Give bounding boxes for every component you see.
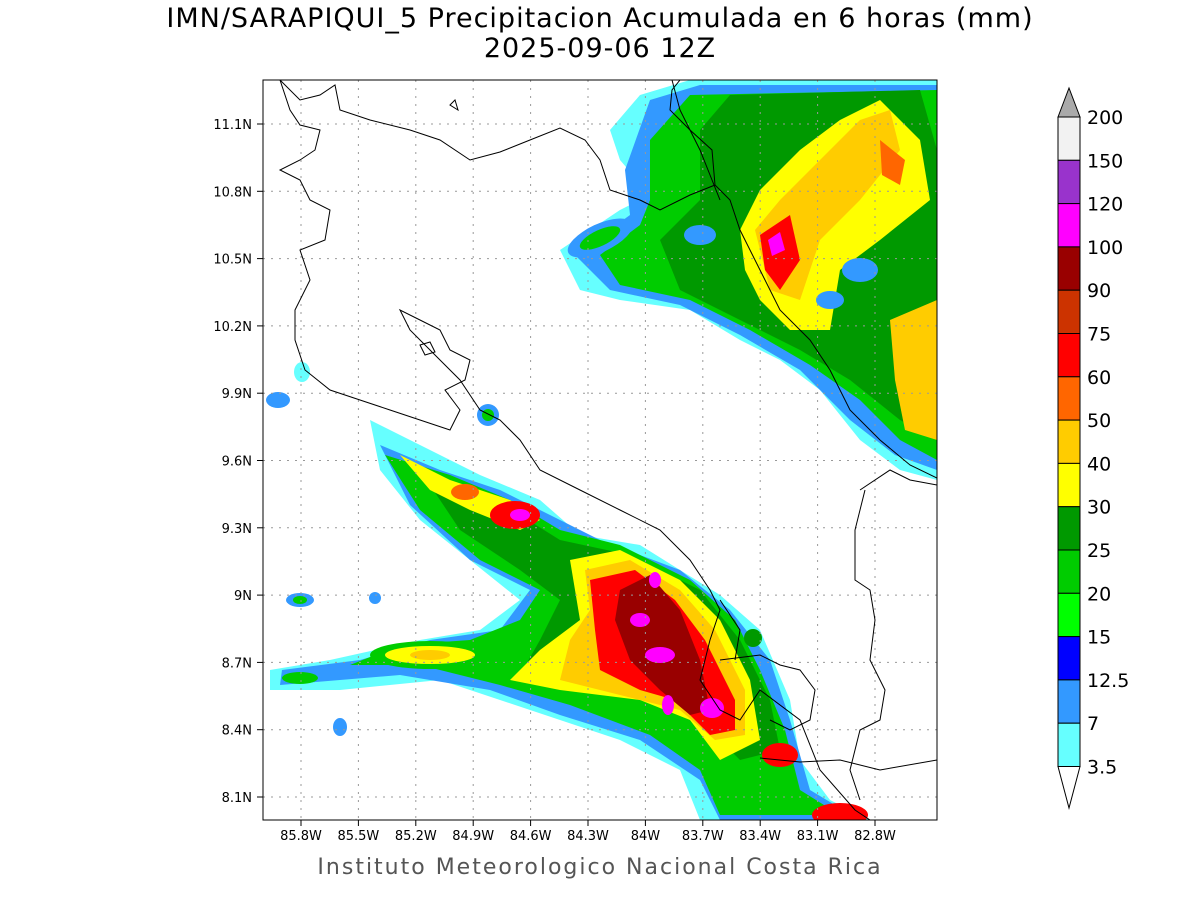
lat-tick-label: 10.5N [213,253,252,268]
lat-tick-label: 10.8N [213,185,252,200]
colorbar-legend: 200 150 120 100 90 75 60 50 40 30 25 20 15 12.5 7 3.5 [1057,86,1129,810]
colorbar-level-label: 7 [1087,713,1099,735]
lon-tick-label: 84.6W [510,829,552,844]
colorbar-swatch [1057,506,1081,551]
latitude-axis: 11.1N 10.8N 10.5N 10.2N 9.9N 9.6N 9.3N 9N 8.7N 8.… [213,118,263,806]
colorbar-level-label: 200 [1087,107,1123,129]
lon-tick-label: 84.9W [452,829,494,844]
lon-tick-label: 85.2W [395,829,437,844]
colorbar-level-label: 12.5 [1087,670,1129,692]
colorbar-level-label: 100 [1087,237,1123,259]
map-gridlines [263,80,937,820]
colorbar-swatch [1057,246,1081,291]
colorbar-level-label: 25 [1087,540,1111,562]
colorbar-swatch [1057,419,1081,464]
colorbar-level-label: 50 [1087,410,1111,432]
colorbar-over-triangle [1057,86,1081,118]
precipitation-field [266,80,937,820]
colorbar-level-label: 120 [1087,194,1123,216]
lat-tick-label: 9.9N [222,387,252,402]
map-subtitle: 2025-09-06 12Z [483,33,717,64]
map-frame [262,79,938,821]
lon-tick-label: 83.1W [797,829,839,844]
colorbar-level-label: 60 [1087,367,1111,389]
colorbar-swatch [1057,679,1081,724]
colorbar-level-label: 20 [1087,583,1111,605]
lat-tick-label: 11.1N [213,118,252,133]
colorbar-under-triangle [1057,766,1081,810]
colorbar-level-label: 15 [1087,627,1111,649]
colorbar-swatch [1057,722,1081,768]
lat-tick-label: 9N [234,589,252,604]
lon-tick-label: 83.7W [682,829,724,844]
colorbar-swatch [1057,333,1081,378]
colorbar-swatch [1057,462,1081,508]
lon-tick-label: 83.4W [739,829,781,844]
colorbar-level-label: 3.5 [1087,757,1117,779]
lon-tick-label: 82.8W [854,829,896,844]
lat-tick-label: 10.2N [213,320,252,335]
coastlines [278,80,937,820]
lon-tick-label: 85.8W [280,829,322,844]
colorbar-swatch [1057,116,1081,161]
colorbar-swatch [1057,636,1081,681]
lon-tick-label: 84W [631,829,661,844]
lon-tick-label: 85.5W [337,829,379,844]
colorbar-swatch [1057,289,1081,335]
lat-tick-label: 8.1N [222,791,252,806]
colorbar-level-label: 90 [1087,280,1111,302]
colorbar-level-label: 75 [1087,324,1111,346]
footer-credit: Instituto Meteorologico Nacional Costa R… [317,855,883,880]
lat-tick-label: 8.7N [222,656,252,671]
lat-tick-label: 9.3N [222,522,252,537]
lon-tick-label: 84.3W [567,829,609,844]
longitude-axis: 85.8W 85.5W 85.2W 84.9W 84.6W 84.3W 84W 83.7W 83… [280,820,896,844]
colorbar-swatch [1057,159,1081,205]
colorbar-swatch [1057,203,1081,248]
colorbar-level-label: 30 [1087,497,1111,519]
colorbar-swatch [1057,592,1081,638]
colorbar-level-label: 150 [1087,150,1123,172]
colorbar-level-label: 40 [1087,453,1111,475]
lat-tick-label: 9.6N [222,455,252,470]
colorbar-swatch [1057,549,1081,594]
lat-tick-label: 8.4N [222,724,252,739]
colorbar-swatch [1057,376,1081,421]
map-title: IMN/SARAPIQUI_5 Precipitacion Acumulada … [166,3,1034,34]
